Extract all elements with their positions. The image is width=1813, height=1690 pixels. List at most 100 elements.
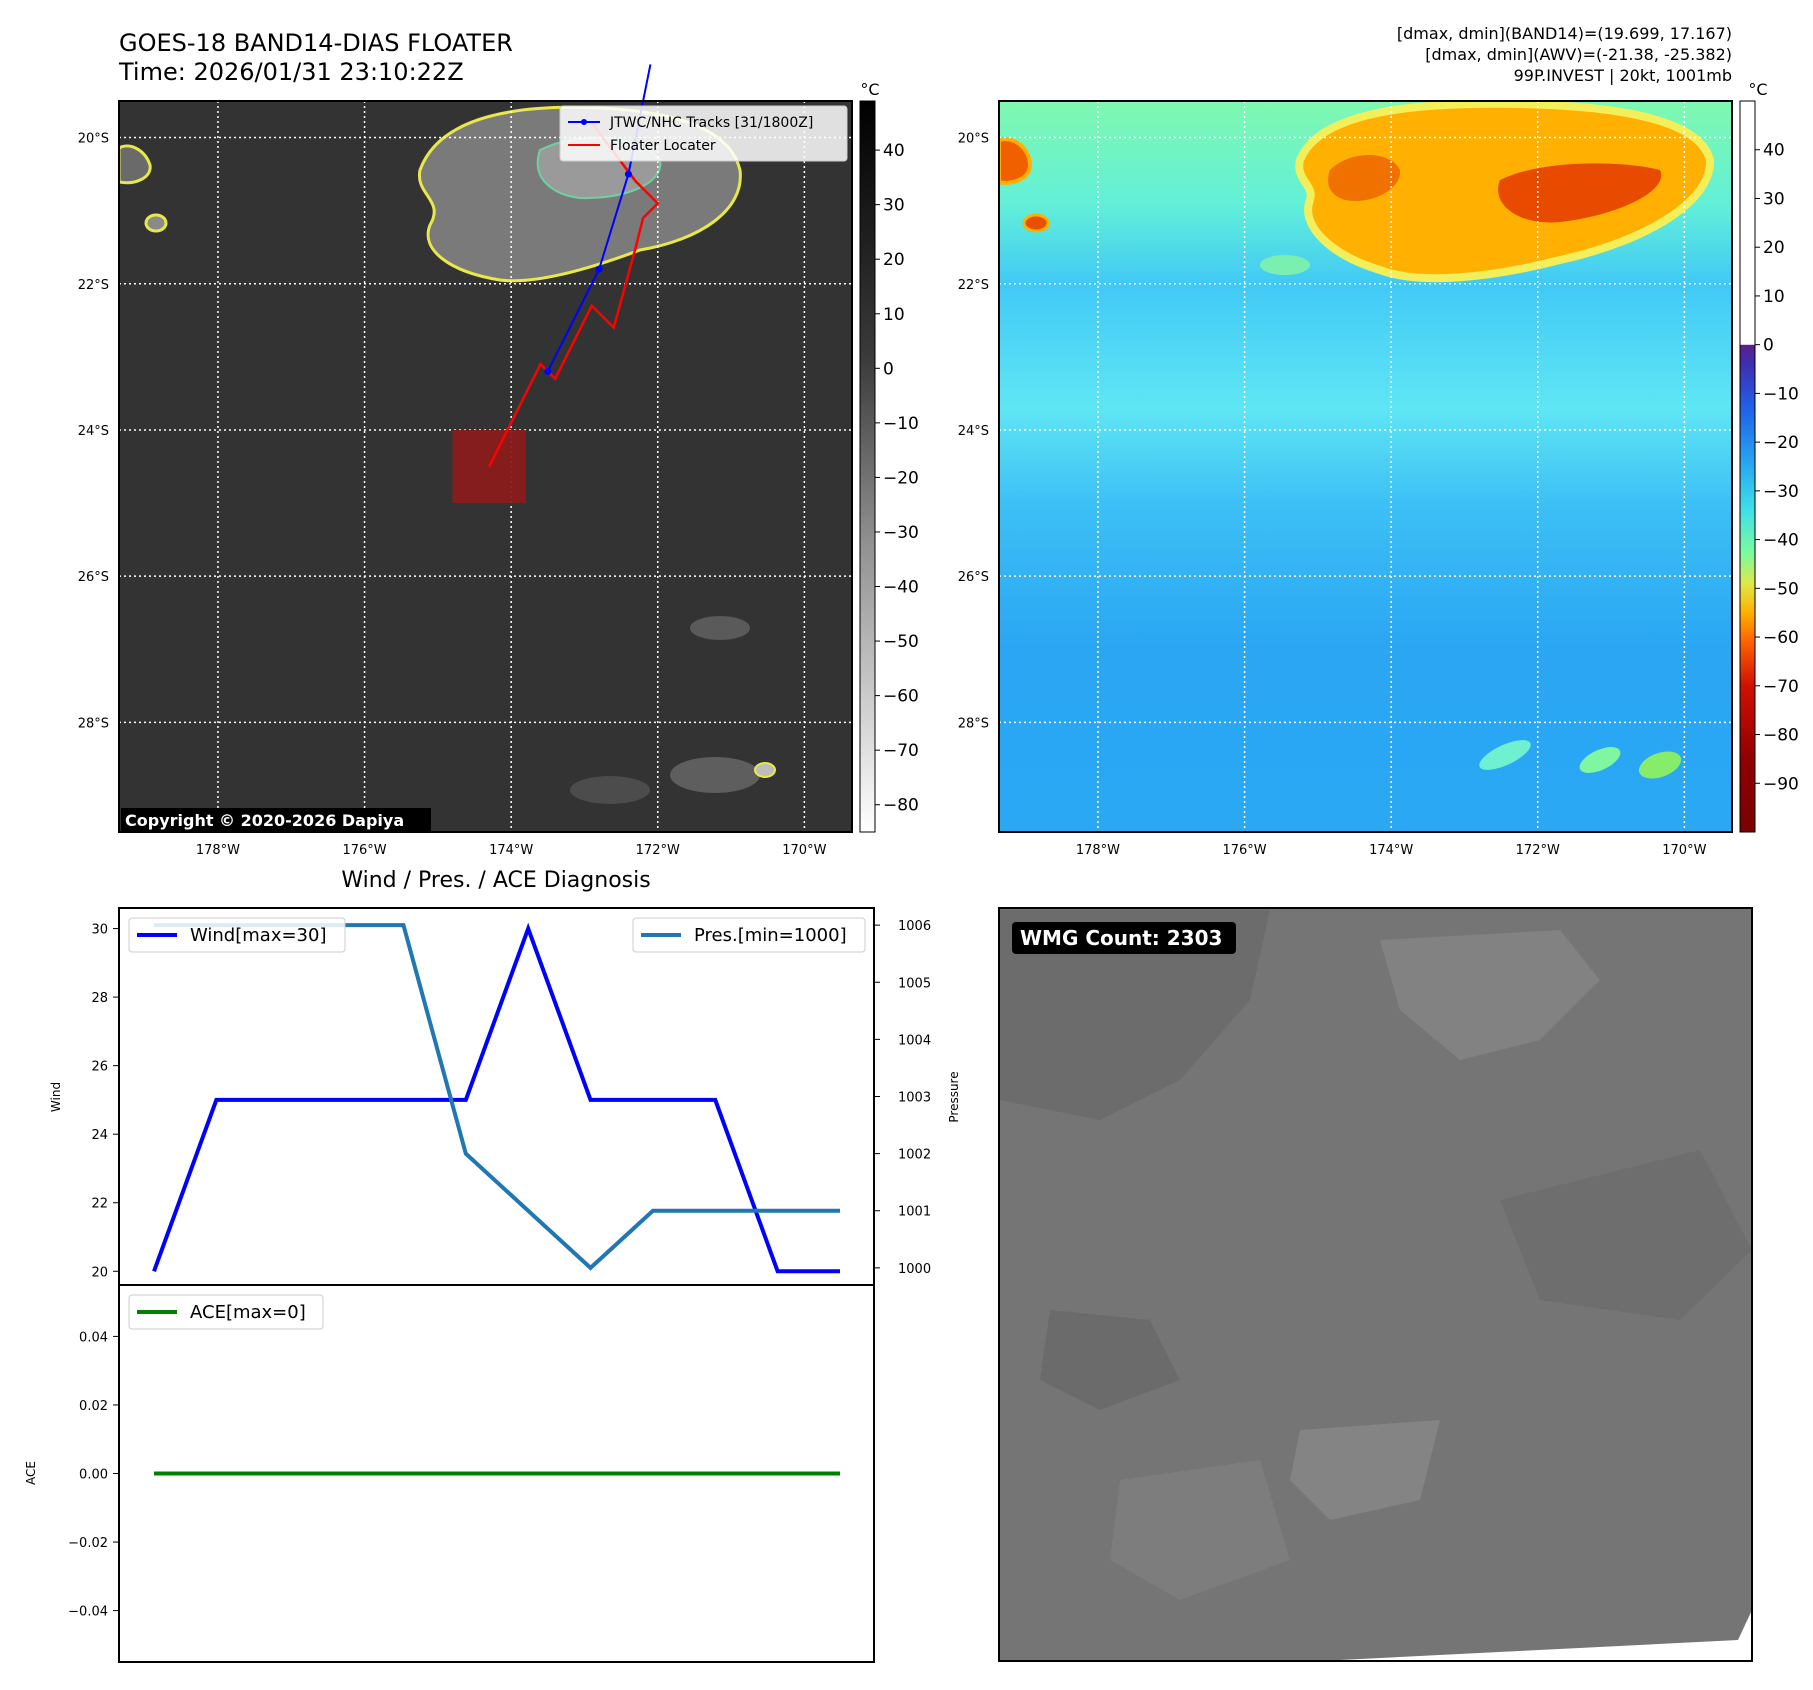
- ace-y-tick-label: 0.00: [79, 1468, 108, 1483]
- awv-field: [999, 101, 1715, 779]
- ir-lon-label: 178°W: [196, 843, 240, 858]
- legend-track-label: JTWC/NHC Tracks [31/1800Z]: [609, 115, 813, 131]
- awv-colorbar: °C 40 30 20 10 0 −10 −20 −30 −40 −50 −60 −70 −80 −90: [1739, 80, 1799, 833]
- pressure-y-tick-label: 1000: [898, 1262, 931, 1277]
- ace-y-tick-label: 0.04: [79, 1330, 108, 1345]
- ir-cloud-small: [144, 213, 168, 233]
- wind-y-tick-label: 20: [91, 1265, 108, 1280]
- colorbar-tick-label: −70: [883, 741, 919, 761]
- legend-locater-label: Floater Locater: [610, 138, 716, 154]
- wmg-corner-blank: [1300, 1610, 1752, 1662]
- pressure-y-tick-label: 1006: [898, 919, 931, 934]
- ace-axis-label: ACE: [24, 1461, 38, 1485]
- pressure-y-tick-label: 1003: [898, 1091, 931, 1106]
- colorbar-tick-label: −20: [883, 468, 919, 488]
- ir-lat-label: 28°S: [78, 716, 109, 731]
- ir-lat-label: 26°S: [78, 570, 109, 585]
- wind-y-tick-label: 22: [91, 1197, 108, 1212]
- awv-lon-label: 172°W: [1516, 843, 1560, 858]
- awv-map-panel: 20°S 22°S 24°S 26°S 28°S 178°W 176°W 174°W 172°…: [958, 100, 1733, 858]
- wind-y-tick-label: 26: [91, 1060, 108, 1075]
- wmg-texture-light-2: [1290, 1420, 1440, 1520]
- awv-colorbar-ticks: 40 30 20 10 0 −10 −20 −30 −40 −50 −60 −70 −80 −90: [1755, 141, 1799, 794]
- copyright-text: Copyright © 2020-2026 Dapiya: [125, 811, 404, 830]
- ace-y-tick-label: −0.02: [68, 1536, 108, 1551]
- pressure-legend: Pres.[min=1000]: [632, 917, 866, 953]
- info-awv: [dmax, dmin](AWV)=(-21.38, -25.382): [1425, 45, 1732, 64]
- pressure-y-tick-label: 1005: [898, 976, 931, 991]
- ir-cloud-west: [119, 144, 152, 185]
- awv-lon-label: 178°W: [1076, 843, 1120, 858]
- ir-legend: JTWC/NHC Tracks [31/1800Z] Floater Locat…: [559, 105, 848, 162]
- awv-lat-label: 20°S: [958, 132, 989, 147]
- colorbar-tick-label: −20: [1763, 433, 1799, 453]
- colorbar-tick-label: −30: [1763, 482, 1799, 502]
- colorbar-tick-label: −70: [1763, 677, 1799, 697]
- wmg-frame: [998, 907, 1753, 1662]
- colorbar-tick-label: −50: [1763, 579, 1799, 599]
- awv-dry-core-2: [1328, 155, 1401, 201]
- wind-axis-label: Wind: [49, 1082, 63, 1112]
- ace-legend: ACE[max=0]: [128, 1294, 324, 1330]
- track-point: [595, 265, 603, 273]
- ir-map-panel: JTWC/NHC Tracks [31/1800Z] Floater Locat…: [78, 64, 853, 858]
- pressure-axis-label: Pressure: [947, 1071, 961, 1122]
- copyright-badge: [121, 808, 431, 832]
- wmg-count-text: WMG Count: 2303: [1020, 926, 1222, 950]
- pressure-y-tick-label: 1001: [898, 1205, 931, 1220]
- wind-y-tick-label: 24: [91, 1128, 108, 1143]
- awv-patch-south-1: [1479, 740, 1531, 770]
- wmg-texture-light-3: [1110, 1460, 1290, 1600]
- pressure-y-ticks: 1000 1001 1002 1003 1004 1005 1006: [874, 919, 931, 1277]
- awv-lat-labels: 20°S 22°S 24°S 26°S 28°S: [958, 132, 989, 732]
- colorbar-tick-label: 40: [883, 141, 905, 161]
- info-storm: 99P.INVEST | 20kt, 1001mb: [1514, 66, 1732, 85]
- info-band14: [dmax, dmin](BAND14)=(19.699, 17.167): [1397, 24, 1732, 43]
- ir-lon-labels: 178°W 176°W 174°W 172°W 170°W: [196, 843, 827, 858]
- track-point: [544, 367, 552, 375]
- ir-lat-label: 22°S: [78, 278, 109, 293]
- pressure-legend-label: Pres.[min=1000]: [694, 925, 847, 946]
- jtwc-track-points: [544, 170, 632, 375]
- awv-moist-patch: [1260, 255, 1310, 275]
- ir-lat-label: 20°S: [78, 132, 109, 147]
- ir-lat-labels: 20°S 22°S 24°S 26°S 28°S: [78, 132, 109, 732]
- colorbar-tick-label: 40: [1763, 141, 1785, 161]
- ir-colorbar-ticks: 40 30 20 10 0 −10 −20 −30 −40 −50 −60 −70 −80: [875, 141, 919, 816]
- colorbar-tick-label: −40: [1763, 531, 1799, 551]
- ace-y-tick-label: −0.04: [68, 1605, 108, 1620]
- ace-y-tick-label: 0.02: [79, 1399, 108, 1414]
- wind-legend: Wind[max=30]: [128, 917, 346, 953]
- colorbar-tick-label: −80: [883, 796, 919, 816]
- awv-gridlines: [999, 101, 1732, 832]
- ir-colorbar: °C 40 30 20 10 0 −10 −20 −30 −40 −50 −60 −70 −80: [859, 80, 919, 833]
- wind-y-tick-label: 28: [91, 991, 108, 1006]
- colorbar-tick-label: 10: [1763, 287, 1785, 307]
- colorbar-tick-label: 20: [1763, 238, 1785, 258]
- awv-patch-south-2: [1579, 747, 1621, 773]
- colorbar-tick-label: −60: [883, 687, 919, 707]
- colorbar-tick-label: −50: [883, 632, 919, 652]
- wmg-texture-dark-2: [1040, 1310, 1180, 1410]
- colorbar-tick-label: −10: [1763, 384, 1799, 404]
- awv-lon-label: 170°W: [1662, 843, 1706, 858]
- colorbar-tick-label: −90: [1763, 774, 1799, 794]
- diagnosis-title: Wind / Pres. / ACE Diagnosis: [341, 868, 650, 893]
- colorbar-tick-label: 0: [883, 359, 894, 379]
- ir-lon-label: 174°W: [489, 843, 533, 858]
- ace-chart: 0.04 0.02 0.00 −0.02 −0.04 ACE ACE[max=0]: [24, 1284, 875, 1663]
- colorbar-tick-label: −60: [1763, 628, 1799, 648]
- wmg-texture-dark-1: [1000, 910, 1270, 1120]
- colorbar-tick-label: −30: [883, 523, 919, 543]
- colorbar-tick-label: −80: [1763, 726, 1799, 746]
- colorbar-tick-label: 30: [1763, 189, 1785, 209]
- wmg-texture-dark-3: [1500, 1150, 1752, 1320]
- colorbar-tick-label: −10: [883, 414, 919, 434]
- pressure-y-tick-label: 1002: [898, 1148, 931, 1163]
- awv-lon-labels: 178°W 176°W 174°W 172°W 170°W: [1076, 843, 1707, 858]
- colorbar-tick-label: 0: [1763, 336, 1774, 356]
- ace-legend-label: ACE[max=0]: [190, 1302, 306, 1323]
- awv-lon-label: 176°W: [1222, 843, 1266, 858]
- ir-cloud-south-2: [570, 776, 650, 804]
